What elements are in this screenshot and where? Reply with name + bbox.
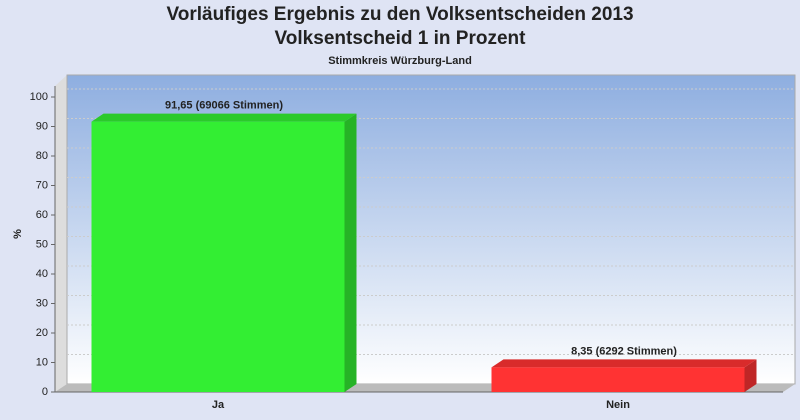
y-tick-label: 20 [36,327,48,339]
y-tick-label: 40 [36,268,48,280]
chart-title: Volksentscheid 1 in Prozent [275,28,527,49]
y-tick-label: 50 [36,238,48,250]
y-tick-label: 10 [36,356,48,368]
y-tick-label: 70 [36,179,48,191]
y-tick-label: 80 [36,150,48,162]
data-label: 8,35 (6292 Stimmen) [571,345,677,357]
bar [91,121,345,392]
bar-side [744,359,757,392]
chart-subtitle: Stimmkreis Würzburg-Land [328,55,472,67]
bar [491,367,745,392]
y-tick-label: 30 [36,297,48,309]
y-tick-label: 0 [42,386,48,398]
bar-side [344,113,357,392]
y-axis-label: % [12,229,24,239]
x-tick-label: Nein [606,399,630,411]
x-tick-label: Ja [212,399,225,411]
y-tick-label: 60 [36,209,48,221]
y-tick-label: 100 [30,91,48,103]
y-tick-label: 90 [36,120,48,132]
chart-title: Vorläufiges Ergebnis zu den Volksentsche… [166,4,633,25]
bar-top [491,359,757,368]
data-label: 91,65 (69066 Stimmen) [165,100,283,112]
bar-top [91,113,357,122]
